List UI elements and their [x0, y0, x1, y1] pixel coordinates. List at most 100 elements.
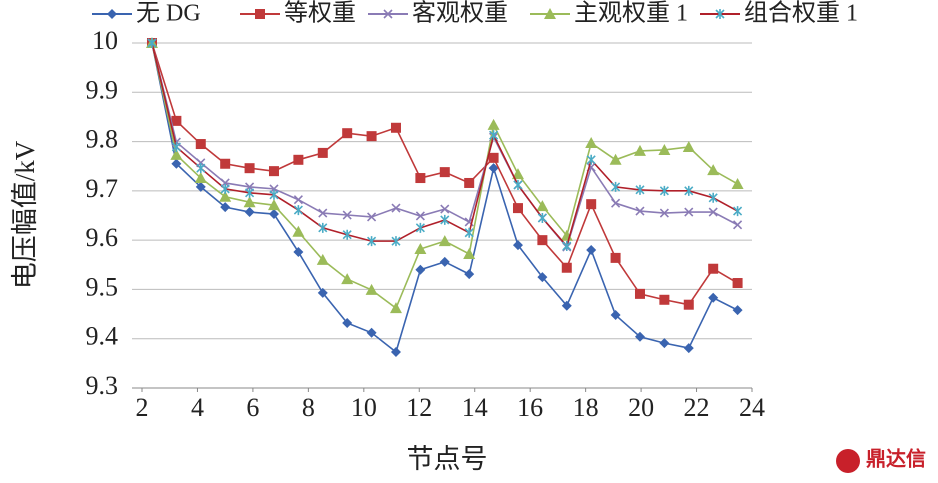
marker: [610, 252, 621, 263]
marker: [243, 196, 256, 208]
marker: [512, 203, 523, 214]
marker: [366, 327, 377, 338]
marker: [439, 167, 450, 178]
marker: [220, 158, 231, 169]
marker: [195, 181, 206, 192]
x-tick-label: 24: [739, 393, 765, 422]
watermark-logo: [836, 449, 860, 473]
marker: [415, 211, 425, 221]
x-tick-label: 18: [573, 393, 599, 422]
marker: [732, 305, 743, 316]
x-tick-label: 20: [628, 393, 654, 422]
marker: [731, 177, 744, 189]
marker: [293, 205, 303, 216]
marker: [708, 207, 718, 217]
marker: [317, 287, 328, 298]
marker: [341, 273, 354, 285]
watermark: 鼎达信: [866, 447, 926, 471]
marker: [293, 246, 304, 257]
y-tick-label: 9.7: [86, 174, 119, 203]
marker: [268, 166, 279, 177]
x-tick-label: 10: [351, 393, 377, 422]
marker: [147, 38, 157, 48]
marker: [415, 222, 425, 233]
x-tick-label: 6: [246, 393, 259, 422]
marker: [684, 185, 694, 196]
marker: [537, 212, 547, 223]
marker: [633, 144, 646, 156]
marker: [438, 235, 451, 247]
marker: [635, 184, 645, 195]
x-tick-label: 12: [406, 393, 432, 422]
marker: [415, 264, 426, 275]
marker: [244, 207, 255, 218]
marker: [316, 253, 329, 265]
marker: [415, 173, 426, 184]
x-tick-label: 14: [462, 393, 488, 422]
marker: [244, 163, 255, 174]
marker: [708, 292, 719, 303]
marker: [171, 141, 181, 152]
marker: [610, 310, 621, 321]
marker: [245, 187, 255, 198]
marker: [488, 152, 499, 163]
marker: [390, 347, 401, 358]
y-tick-label: 9.8: [86, 125, 119, 154]
y-tick-label: 9.9: [86, 75, 119, 104]
x-tick-label: 2: [136, 393, 149, 422]
marker: [342, 210, 352, 220]
y-tick-label: 9.3: [86, 371, 119, 400]
marker: [317, 147, 328, 158]
marker: [342, 128, 353, 139]
marker: [544, 8, 556, 19]
marker: [708, 192, 718, 203]
x-axis-label: 节点号: [407, 444, 488, 474]
marker: [683, 299, 694, 310]
marker: [196, 163, 206, 174]
marker: [537, 272, 548, 283]
marker: [318, 208, 328, 218]
marker: [366, 131, 377, 142]
marker: [292, 225, 305, 237]
legend-label: 组合权重 1: [744, 0, 858, 27]
marker: [171, 115, 182, 126]
marker: [488, 163, 499, 174]
marker: [683, 343, 694, 354]
marker: [268, 209, 279, 220]
y-axis-label: 电压幅值/kV: [10, 140, 40, 289]
marker: [561, 262, 572, 273]
legend-label: 客观权重: [412, 0, 508, 27]
marker: [658, 143, 671, 155]
marker: [367, 212, 377, 222]
marker: [561, 300, 572, 311]
marker: [634, 331, 645, 342]
marker: [487, 118, 500, 130]
marker: [267, 199, 280, 211]
marker: [255, 9, 265, 19]
marker: [318, 222, 328, 233]
marker: [293, 195, 303, 205]
marker: [440, 204, 450, 214]
marker: [383, 9, 393, 19]
marker: [439, 256, 450, 267]
marker: [562, 241, 572, 252]
marker: [511, 168, 524, 180]
marker: [195, 139, 206, 150]
marker: [536, 200, 549, 212]
marker: [171, 158, 182, 169]
y-tick-label: 10: [92, 26, 118, 55]
marker: [586, 154, 596, 165]
marker: [391, 236, 401, 247]
marker: [390, 122, 401, 133]
x-tick-label: 16: [517, 393, 543, 422]
marker: [464, 269, 475, 280]
marker: [107, 9, 117, 19]
marker: [708, 263, 719, 274]
marker: [659, 338, 670, 349]
marker: [365, 283, 378, 295]
legend-label: 等权重: [284, 0, 356, 27]
marker: [733, 206, 743, 217]
marker: [220, 202, 231, 213]
marker: [635, 206, 645, 216]
